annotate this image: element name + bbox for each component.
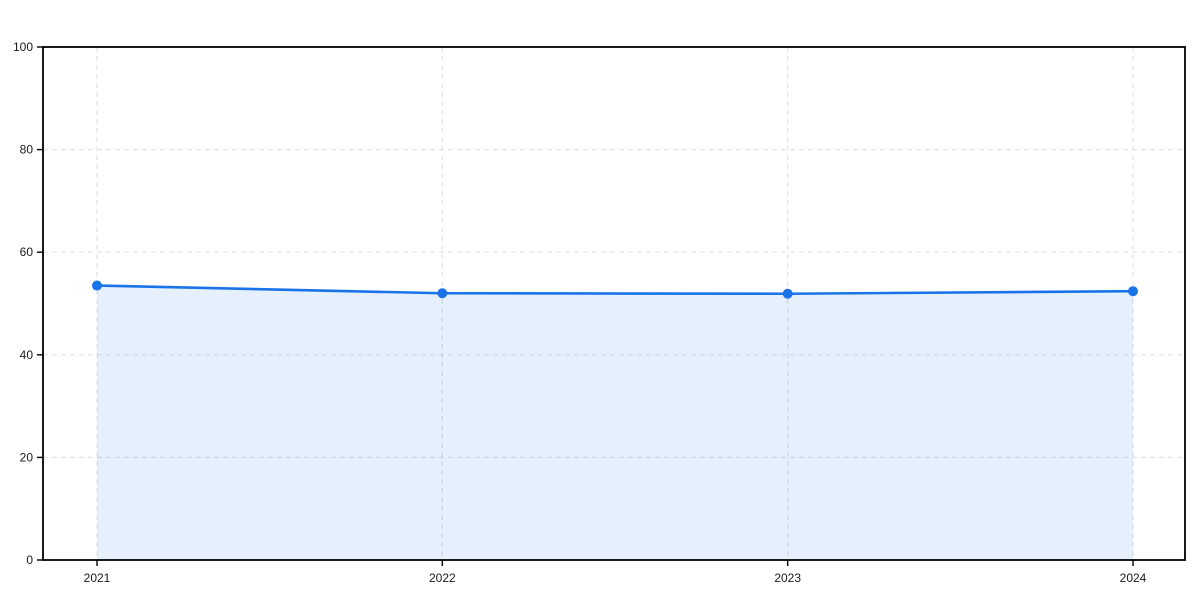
x-axis-tick-label: 2021 — [84, 571, 111, 585]
x-axis-tick-label: 2023 — [774, 571, 801, 585]
data-point-2021 — [92, 280, 102, 291]
x-axis-tick-label: 2022 — [429, 571, 456, 585]
trend-line — [95, 284, 1135, 296]
y-axis-tick-label: 20 — [20, 450, 34, 464]
x-axis-tick-label: 2024 — [1120, 571, 1147, 585]
y-axis-tick-label: 0 — [26, 553, 33, 567]
y-axis-tick-label: 40 — [20, 348, 34, 362]
plot-border — [42, 46, 1186, 561]
area-fill — [97, 285, 1133, 560]
y-axis-tick-label: 100 — [13, 40, 33, 54]
data-point-2024 — [1128, 286, 1138, 297]
data-point-2023 — [782, 288, 793, 299]
y-axis-tick-label: 60 — [20, 245, 34, 259]
data-point-2022 — [437, 288, 448, 299]
y-axis-tick-label: 80 — [20, 143, 34, 157]
